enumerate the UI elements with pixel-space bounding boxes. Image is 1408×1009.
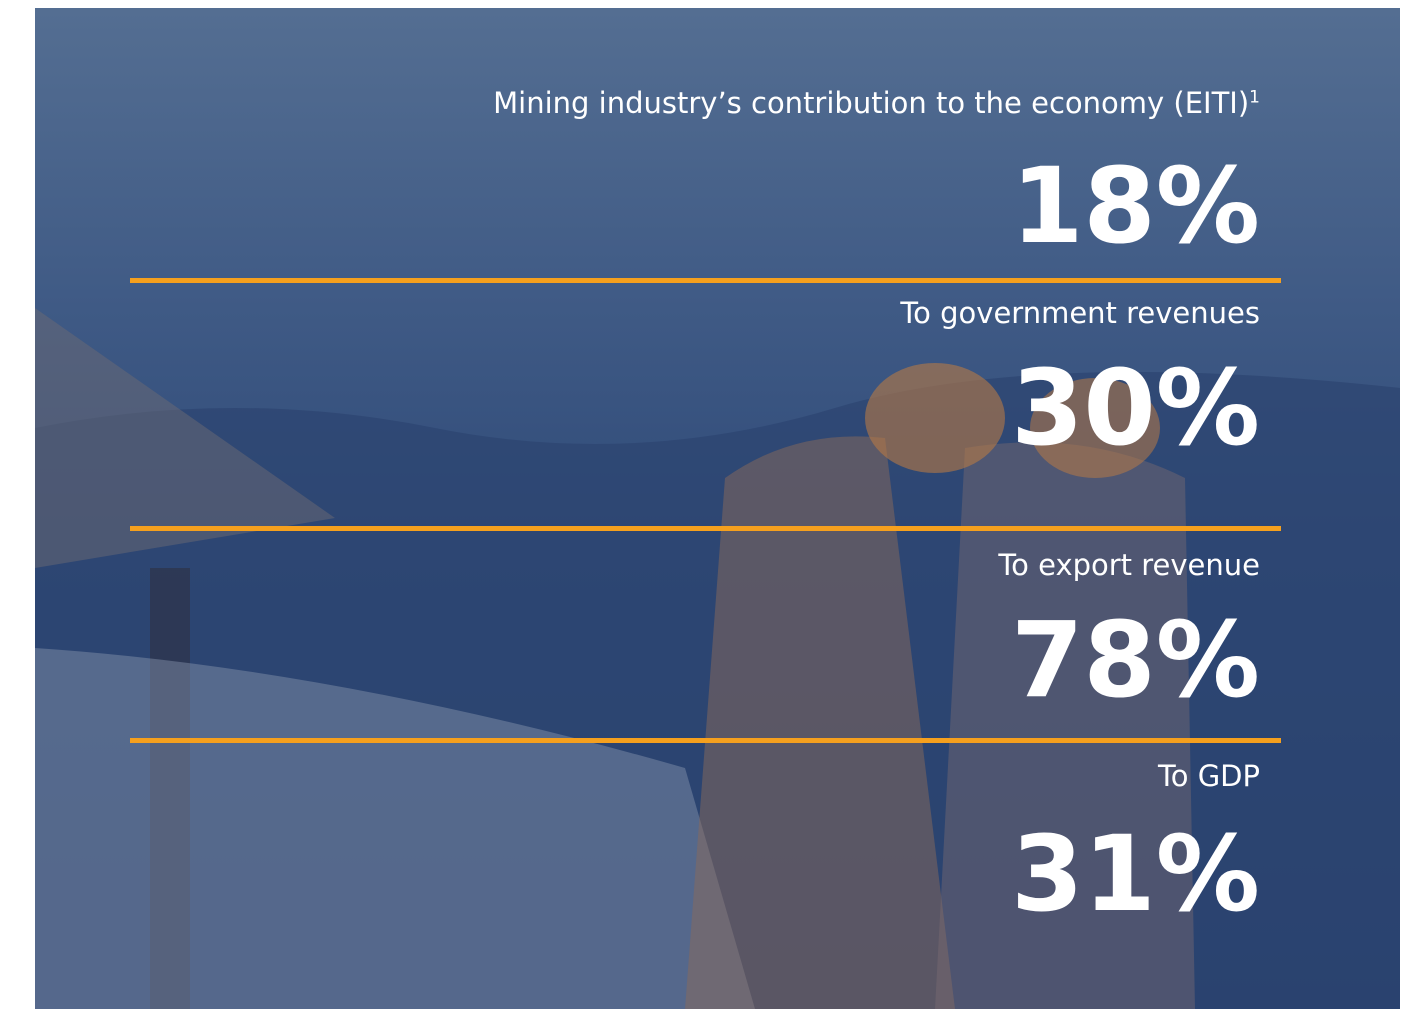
footnote-marker: 1 xyxy=(1249,87,1260,108)
stat-value: 30% xyxy=(1011,347,1260,469)
stat-label: To GDP xyxy=(1157,759,1260,793)
divider xyxy=(130,278,1281,283)
heading-text: Mining industry’s contribution to the ec… xyxy=(493,86,1250,120)
heading: Mining industry’s contribution to the ec… xyxy=(493,86,1260,120)
background-photo xyxy=(35,308,1400,1009)
stat-value: 18% xyxy=(1011,145,1260,267)
stat-value: 31% xyxy=(1011,813,1260,935)
divider xyxy=(130,526,1281,531)
hero-panel: Mining industry’s contribution to the ec… xyxy=(35,8,1400,1009)
stat-label: To export revenue xyxy=(998,548,1260,582)
divider xyxy=(130,738,1281,743)
stat-label: To government revenues xyxy=(900,296,1260,330)
stat-value: 78% xyxy=(1011,599,1260,721)
